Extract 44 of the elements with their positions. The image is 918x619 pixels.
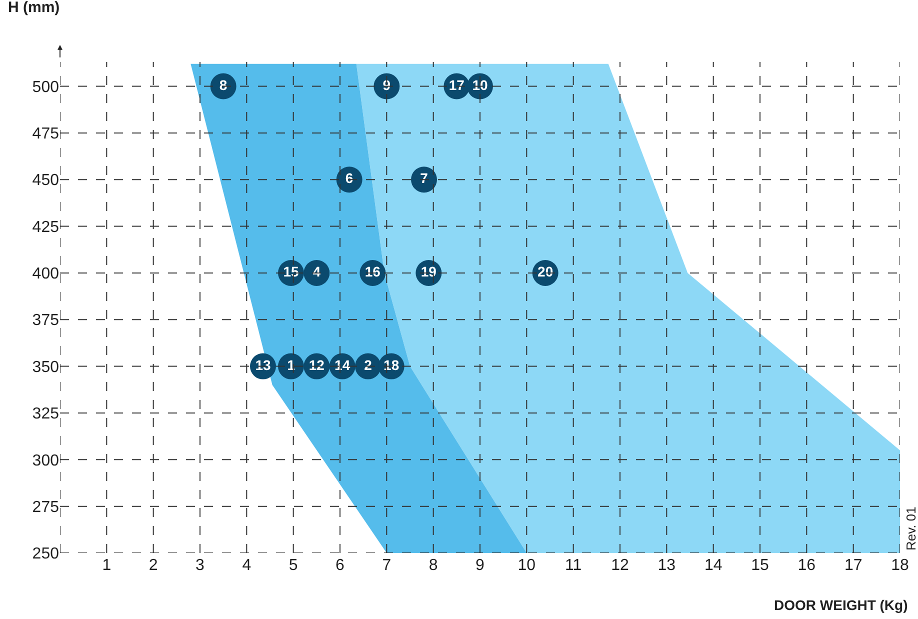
x-tick-label: 16	[798, 557, 816, 574]
annotation: 19	[420, 263, 437, 280]
x-tick-label: 9	[476, 557, 485, 574]
x-tick-label: 2	[148, 557, 158, 574]
annotation: 1	[287, 356, 296, 373]
annotation: 7	[420, 170, 428, 186]
annotation: 2	[364, 356, 372, 373]
y-tick-label: 425	[32, 218, 60, 236]
x-tick-label: 11	[565, 557, 582, 574]
x-tick-label: 7	[382, 557, 392, 574]
y-tick-label: 450	[32, 172, 60, 190]
text: Rev. 01	[904, 506, 918, 550]
x-axis-title: DOOR WEIGHT (Kg)	[774, 597, 908, 613]
x-tick-label: 1	[102, 557, 112, 574]
y-tick-label: 250	[32, 546, 60, 563]
x-tick-label: 15	[751, 557, 769, 574]
y-tick-label: 400	[32, 266, 60, 283]
y-tick-label: 275	[32, 498, 60, 516]
y-tick-label: 350	[32, 358, 60, 376]
y-tick-label: 475	[32, 126, 60, 143]
annotation: 14	[334, 356, 350, 373]
x-tick-label: 6	[336, 557, 345, 574]
y-tick-label: 325	[32, 406, 60, 423]
x-tick-label: 13	[658, 557, 676, 574]
annotation: 10	[472, 76, 488, 93]
x-tick-label: 5	[288, 557, 298, 574]
y-tick-label: 300	[32, 452, 60, 470]
x-tick-label: 14	[704, 557, 722, 574]
x-tick-label: 10	[518, 557, 536, 574]
y-tick-label: 375	[32, 312, 60, 330]
annotation: 8	[219, 76, 228, 93]
annotation: 6	[345, 170, 354, 186]
annotation: 13	[255, 356, 271, 373]
x-tick-label: 8	[428, 557, 438, 574]
x-tick-label: 18	[891, 557, 909, 574]
y-axis-title: H (mm)	[8, 0, 60, 16]
annotation: 17	[448, 76, 465, 93]
x-tick-label: 12	[611, 557, 629, 574]
x-tick-label: 17	[844, 557, 862, 574]
x-tick-label: 4	[242, 557, 252, 574]
y-tick-label: 500	[32, 78, 60, 96]
x-tick-label: 3	[196, 557, 205, 574]
annotation: 12	[308, 356, 325, 373]
annotation: 18	[384, 356, 400, 373]
